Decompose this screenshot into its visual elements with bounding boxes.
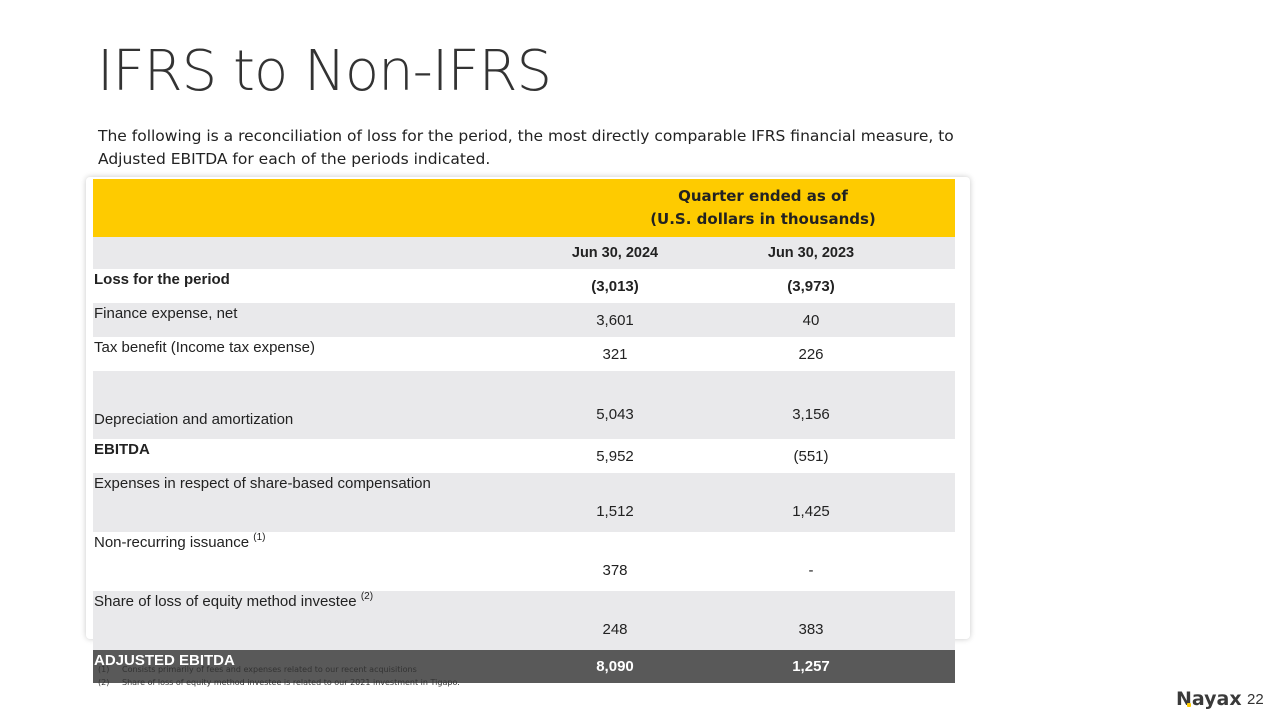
row-label: Share of loss of equity method investee xyxy=(94,593,361,610)
row-label: ADJUSTED EBITDA xyxy=(93,650,563,683)
value-jun-2024: 5,043 xyxy=(563,371,667,439)
column-header-row: Jun 30, 2024 Jun 30, 2023 xyxy=(93,237,955,269)
footnote-text: Consists primarily of fees and expenses … xyxy=(122,665,417,674)
table-row-equity-investee: Share of loss of equity method investee … xyxy=(93,591,955,650)
column-header-blank xyxy=(93,237,563,269)
row-label-cell: Share of loss of equity method investee … xyxy=(93,591,563,650)
value-jun-2024: (3,013) xyxy=(563,269,667,303)
nayax-logo: Nayax xyxy=(1176,688,1242,710)
column-header-jun-2024: Jun 30, 2024 xyxy=(563,237,667,269)
table-row-finance-expense: Finance expense, net 3,601 40 xyxy=(93,303,955,337)
row-label: Loss for the period xyxy=(93,269,563,303)
value-jun-2024: 378 xyxy=(563,532,667,591)
header-line-1: Quarter ended as of xyxy=(678,187,848,205)
row-label: Finance expense, net xyxy=(93,303,563,337)
value-jun-2024: 5,952 xyxy=(563,439,667,473)
table-row-depreciation: Depreciation and amortization 5,043 3,15… xyxy=(93,371,955,439)
table-header-band: Quarter ended as of (U.S. dollars in tho… xyxy=(93,179,955,237)
table-row-non-recurring: Non-recurring issuance (1) 378 - xyxy=(93,532,955,591)
header-line-2: (U.S. dollars in thousands) xyxy=(650,210,876,228)
value-jun-2024: 1,512 xyxy=(563,473,667,532)
value-jun-2023: 226 xyxy=(667,337,955,371)
header-caption: Quarter ended as of (U.S. dollars in tho… xyxy=(563,179,955,237)
footnotes: (1) Consists primarily of fees and expen… xyxy=(98,663,460,689)
value-jun-2024: 8,090 xyxy=(563,650,667,683)
intro-text: The following is a reconciliation of los… xyxy=(98,127,954,168)
value-jun-2023: 1,425 xyxy=(667,473,955,532)
table-row-ebitda: EBITDA 5,952 (551) xyxy=(93,439,955,473)
slide-title: IFRS to Non-IFRS xyxy=(97,39,552,104)
value-jun-2024: 321 xyxy=(563,337,667,371)
row-label: Expenses in respect of share-based compe… xyxy=(93,473,563,532)
value-jun-2024: 248 xyxy=(563,591,667,650)
footnote-number: (2) xyxy=(98,678,110,687)
page-number: 22 xyxy=(1247,691,1264,708)
table-row-share-based-comp: Expenses in respect of share-based compe… xyxy=(93,473,955,532)
row-label: Non-recurring issuance xyxy=(94,534,254,551)
value-jun-2023: (3,973) xyxy=(667,269,955,303)
table-row-adjusted-ebitda: ADJUSTED EBITDA 8,090 1,257 xyxy=(93,650,955,683)
footnote-1: (1) Consists primarily of fees and expen… xyxy=(98,663,460,676)
column-header-jun-2023: Jun 30, 2023 xyxy=(667,237,955,269)
value-jun-2023: 40 xyxy=(667,303,955,337)
table-row-loss: Loss for the period (3,013) (3,973) xyxy=(93,269,955,303)
row-label: Tax benefit (Income tax expense) xyxy=(93,337,563,371)
row-label-cell: Non-recurring issuance (1) xyxy=(93,532,563,591)
footnote-ref-1: (1) xyxy=(253,532,266,543)
reconciliation-table: Quarter ended as of (U.S. dollars in tho… xyxy=(93,179,955,683)
value-jun-2023: 1,257 xyxy=(667,650,955,683)
footnote-ref-2: (2) xyxy=(360,591,374,602)
value-jun-2023: 3,156 xyxy=(667,371,955,439)
logo-accent-dot xyxy=(1187,703,1191,707)
row-label: EBITDA xyxy=(93,439,563,473)
value-jun-2023: 383 xyxy=(667,591,955,650)
header-spacer xyxy=(93,179,563,237)
value-jun-2023: (551) xyxy=(667,439,955,473)
footnote-text: Share of loss of equity method investee … xyxy=(122,678,460,687)
table-row-tax: Tax benefit (Income tax expense) 321 226 xyxy=(93,337,955,371)
value-jun-2023: - xyxy=(667,532,955,591)
value-jun-2024: 3,601 xyxy=(563,303,667,337)
footnote-2: (2) Share of loss of equity method inves… xyxy=(98,676,460,689)
footnote-number: (1) xyxy=(98,665,110,674)
row-label: Depreciation and amortization xyxy=(93,371,563,439)
